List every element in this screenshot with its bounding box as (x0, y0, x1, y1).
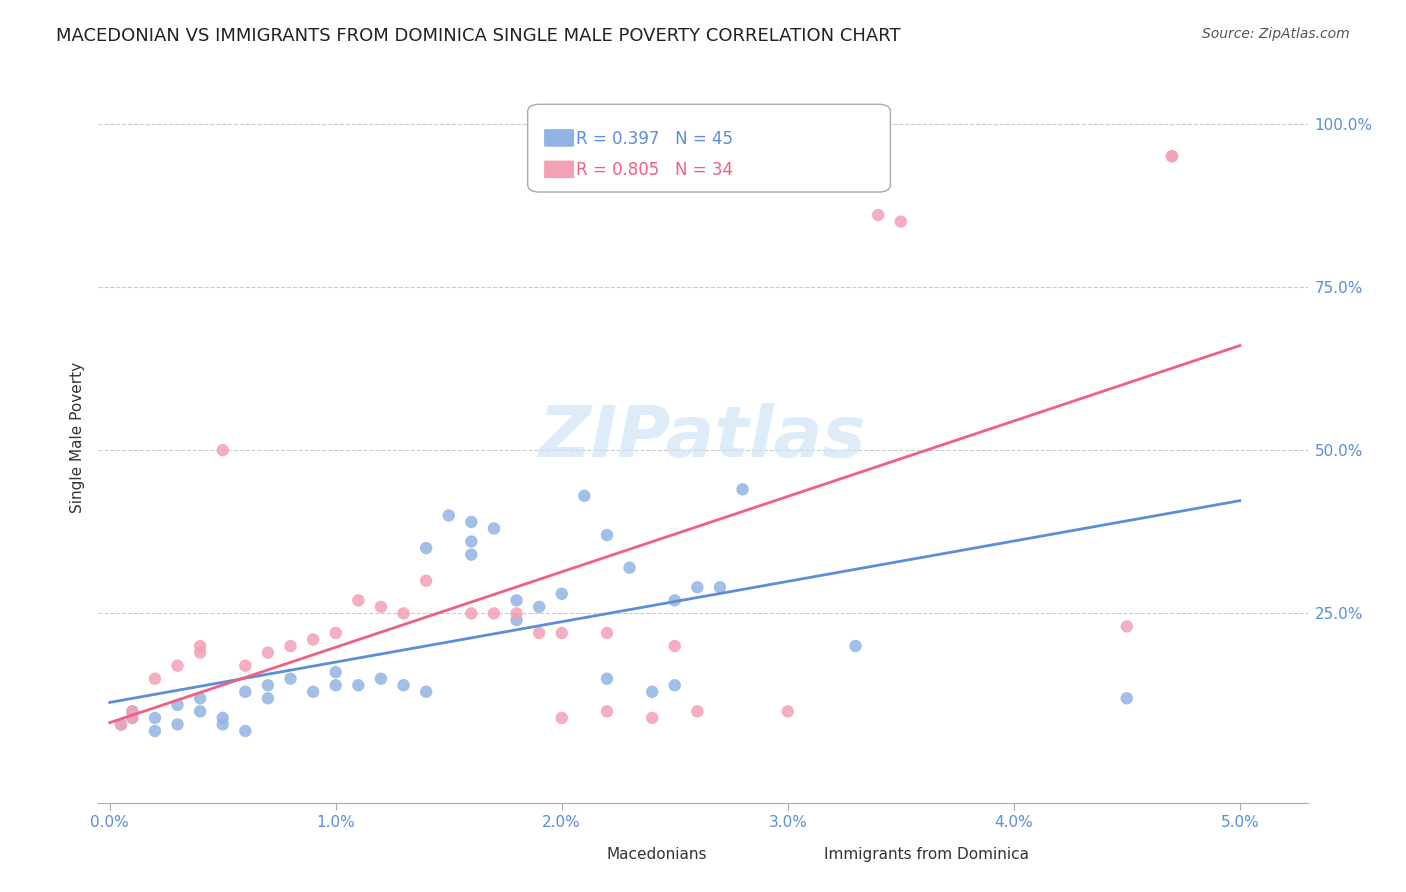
Text: Immigrants from Dominica: Immigrants from Dominica (824, 847, 1029, 862)
Point (505, 607, 527, 621)
Point (551, 587, 574, 601)
Point (686, 705, 709, 719)
Point (370, 599, 392, 614)
Point (257, 678, 280, 692)
FancyBboxPatch shape (543, 160, 575, 179)
FancyBboxPatch shape (543, 128, 575, 147)
Point (110, 717, 132, 731)
Point (110, 717, 132, 731)
Point (641, 685, 664, 699)
Text: Macedonians: Macedonians (606, 847, 707, 862)
Point (709, 580, 731, 594)
Point (347, 593, 370, 607)
Point (868, 208, 890, 222)
Point (1161, 149, 1184, 163)
Point (166, 717, 188, 731)
FancyBboxPatch shape (568, 844, 599, 863)
Text: R = 0.805   N = 34: R = 0.805 N = 34 (576, 161, 733, 179)
Point (370, 672, 392, 686)
Point (188, 705, 211, 719)
Point (596, 626, 619, 640)
Point (325, 665, 347, 680)
Point (527, 599, 550, 614)
Point (415, 685, 437, 699)
Point (664, 639, 686, 653)
Point (415, 541, 437, 555)
Point (641, 711, 664, 725)
Point (776, 705, 799, 719)
Point (233, 685, 256, 699)
Point (664, 678, 686, 692)
Point (166, 658, 188, 673)
Point (505, 613, 527, 627)
Text: Source: ZipAtlas.com: Source: ZipAtlas.com (1202, 27, 1350, 41)
Point (257, 646, 280, 660)
Point (460, 515, 482, 529)
Point (280, 672, 302, 686)
Point (596, 528, 619, 542)
Point (482, 607, 505, 621)
Point (845, 639, 868, 653)
Y-axis label: Single Male Poverty: Single Male Poverty (69, 361, 84, 513)
Point (233, 723, 256, 738)
Point (280, 639, 302, 653)
FancyBboxPatch shape (792, 844, 823, 863)
Point (188, 646, 211, 660)
Point (211, 711, 233, 725)
Point (302, 632, 325, 647)
Point (551, 711, 574, 725)
Point (143, 711, 166, 725)
Point (233, 658, 256, 673)
Point (505, 593, 527, 607)
Point (211, 717, 233, 731)
Point (527, 626, 550, 640)
Point (1115, 619, 1137, 633)
Point (664, 593, 686, 607)
Point (121, 705, 143, 719)
Point (188, 691, 211, 706)
Point (325, 626, 347, 640)
FancyBboxPatch shape (527, 104, 890, 192)
Point (574, 489, 596, 503)
Point (347, 678, 370, 692)
Point (121, 711, 143, 725)
Point (121, 711, 143, 725)
Point (1115, 691, 1137, 706)
Point (1161, 149, 1184, 163)
Point (460, 607, 482, 621)
Point (392, 607, 415, 621)
Text: MACEDONIAN VS IMMIGRANTS FROM DOMINICA SINGLE MALE POVERTY CORRELATION CHART: MACEDONIAN VS IMMIGRANTS FROM DOMINICA S… (56, 27, 901, 45)
Point (211, 443, 233, 458)
Point (619, 560, 641, 574)
Point (596, 705, 619, 719)
Text: R = 0.397   N = 45: R = 0.397 N = 45 (576, 129, 733, 148)
Point (415, 574, 437, 588)
Point (731, 483, 754, 497)
Point (482, 521, 505, 535)
Point (392, 678, 415, 692)
Point (325, 678, 347, 692)
Point (143, 672, 166, 686)
Point (121, 705, 143, 719)
Point (143, 723, 166, 738)
Point (257, 691, 280, 706)
Point (188, 639, 211, 653)
Point (460, 548, 482, 562)
Point (890, 214, 912, 228)
Point (686, 580, 709, 594)
Text: ZIPatlas: ZIPatlas (540, 402, 866, 472)
Point (437, 508, 460, 523)
Point (302, 685, 325, 699)
Point (551, 626, 574, 640)
Point (596, 672, 619, 686)
Point (460, 534, 482, 549)
Point (166, 698, 188, 712)
